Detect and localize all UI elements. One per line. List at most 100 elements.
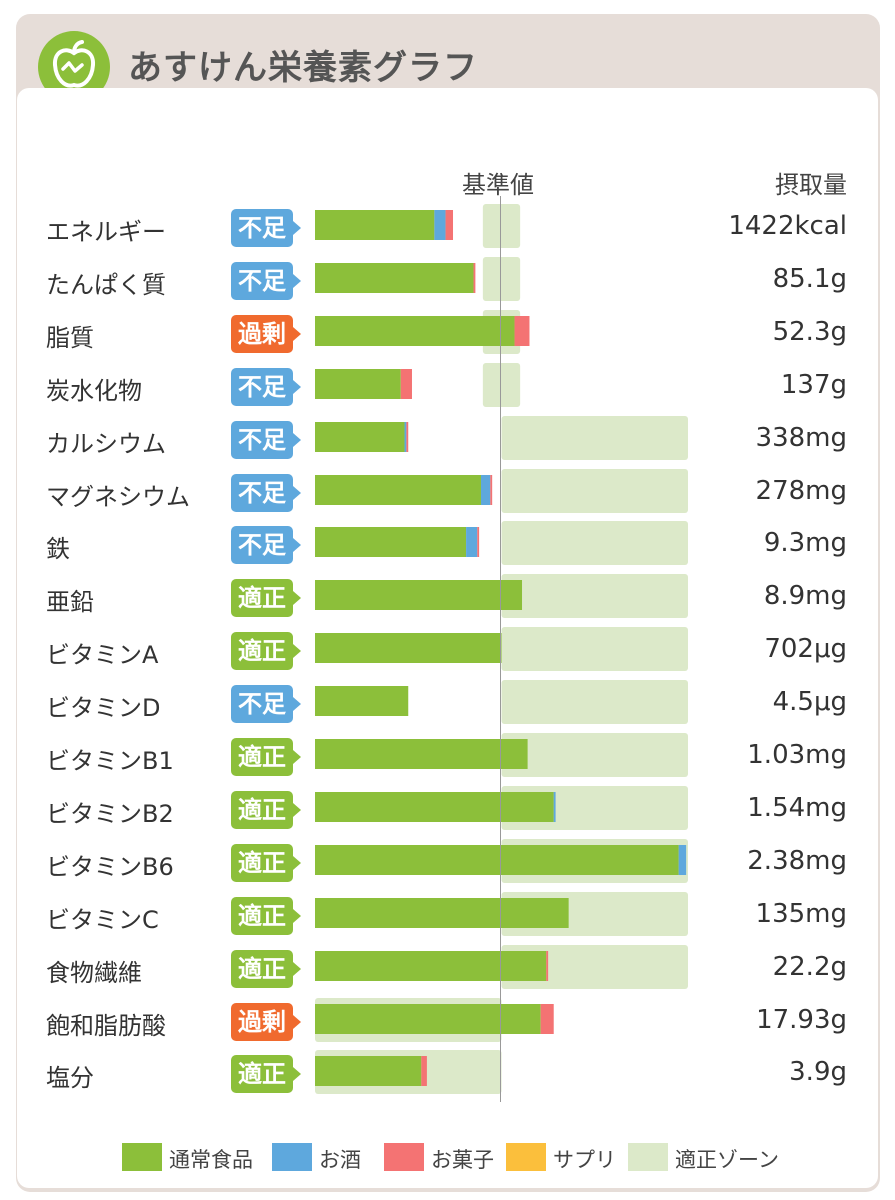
intake-value: 52.3g (772, 316, 847, 347)
intake-value: 3.9g (789, 1057, 847, 1088)
nutrient-bar-chart (315, 680, 688, 725)
nutrient-row: 鉄 不足 9.3mg (0, 517, 895, 570)
nutrient-label: たんぱく質 (46, 270, 166, 299)
nutrient-row: 塩分 適正 3.9g (0, 1046, 895, 1099)
legend-swatch (384, 1143, 424, 1171)
intake-value: 702μg (764, 634, 847, 665)
legend-swatch (628, 1143, 668, 1171)
status-badge: 適正 (231, 896, 301, 935)
bar-segment-normal (315, 1003, 541, 1034)
intake-value: 9.3mg (763, 528, 847, 559)
bar-segment-sweets (473, 262, 476, 293)
bar-segment-alcohol (404, 421, 407, 452)
nutrient-row: マグネシウム 不足 278mg (0, 465, 895, 518)
intake-value: 338mg (755, 422, 847, 453)
bar-segment-normal (315, 527, 467, 558)
optimal-zone (482, 256, 521, 301)
bar-segment-normal (315, 950, 547, 981)
status-badge: 適正 (231, 738, 301, 776)
nutrient-row: 炭水化物 不足 137g (0, 359, 895, 412)
bar-segment-normal (315, 580, 523, 611)
nutrient-bar-chart (315, 309, 530, 354)
intake-value: 4.5μg (772, 687, 847, 718)
nutrient-row: ビタミンB6 適正 2.38mg (0, 835, 895, 888)
bar-segment-normal (315, 421, 405, 452)
nutrient-bar-chart (315, 838, 688, 883)
status-badge: 適正 (231, 790, 301, 829)
intake-value: 22.2g (772, 951, 847, 982)
bar-segment-normal (315, 791, 554, 822)
nutrient-label: 鉄 (46, 535, 70, 564)
nutrient-row: ビタミンB2 適正 1.54mg (0, 782, 895, 835)
intake-value: 278mg (755, 475, 847, 506)
legend-label: 通常食品 (169, 1148, 253, 1172)
nutrient-bar-chart (315, 891, 688, 936)
status-badge: 適正 (231, 579, 301, 618)
optimal-zone (482, 362, 521, 407)
legend-label: 適正ゾーン (675, 1148, 779, 1172)
bar-segment-normal (315, 686, 409, 717)
intake-value: 1422kcal (728, 211, 847, 241)
nutrient-bar-chart (315, 468, 688, 513)
nutrient-label: ビタミンA (46, 641, 159, 670)
bar-segment-sweets (490, 474, 493, 505)
nutrient-label: 亜鉛 (46, 588, 94, 617)
status-badge: 不足 (231, 209, 301, 247)
status-badge: 適正 (231, 1055, 301, 1094)
status-badge: 不足 (231, 367, 301, 406)
optimal-zone (501, 415, 688, 460)
intake-value: 17.93g (756, 1004, 847, 1035)
app-title: あすけん栄養素グラフ (128, 48, 478, 88)
nutrient-row: カルシウム 不足 338mg (0, 412, 895, 465)
nutrient-bar-chart (315, 521, 688, 566)
bar-segment-normal (315, 739, 528, 769)
nutrient-label: 飽和脂肪酸 (46, 1011, 166, 1040)
nutrient-bar-chart (315, 997, 554, 1042)
optimal-zone (501, 733, 688, 777)
bar-segment-sweets (445, 210, 454, 240)
status-badge: 適正 (231, 632, 301, 671)
bar-segment-normal (315, 897, 569, 928)
bar-segment-normal (315, 315, 515, 346)
nutrient-bar-chart (315, 204, 521, 248)
intake-value: 1.54mg (747, 792, 847, 823)
nutrient-label: ビタミンD (46, 694, 161, 723)
status-badge: 不足 (231, 261, 301, 300)
nutrient-row: 食物繊維 適正 22.2g (0, 941, 895, 994)
nutrient-row: たんぱく質 不足 85.1g (0, 253, 895, 306)
intake-value: 135mg (755, 898, 847, 929)
nutrient-row: 亜鉛 適正 8.9mg (0, 570, 895, 623)
nutrient-bar-chart (315, 785, 688, 830)
nutrient-row: 飽和脂肪酸 過剰 17.93g (0, 994, 895, 1047)
nutrient-label: マグネシウム (46, 482, 190, 511)
nutrient-row: ビタミンA 適正 702μg (0, 623, 895, 676)
bar-segment-normal (315, 368, 401, 399)
nutrient-bar-chart (315, 362, 521, 407)
intake-value: 85.1g (772, 263, 847, 294)
nutrient-row: ビタミンD 不足 4.5μg (0, 676, 895, 729)
bar-segment-normal (315, 262, 474, 293)
bar-segment-alcohol (480, 474, 491, 505)
status-badge: 不足 (231, 685, 301, 724)
status-badge: 適正 (231, 843, 301, 882)
nutrient-bar-chart (315, 1050, 502, 1095)
nutrient-bar-chart (315, 944, 688, 989)
nutrient-label: 脂質 (46, 323, 94, 352)
nutrient-row: エネルギー 不足 1422kcal (0, 200, 895, 253)
intake-value: 2.38mg (747, 845, 847, 876)
reference-header: 基準値 (462, 171, 534, 199)
optimal-zone (501, 468, 688, 513)
nutrient-bar-chart (315, 627, 688, 672)
nutrient-row: ビタミンB1 適正 1.03mg (0, 729, 895, 782)
bar-segment-normal (315, 844, 679, 875)
bar-segment-alcohol (678, 844, 687, 875)
status-badge: 不足 (231, 420, 301, 459)
legend-label: お菓子 (431, 1148, 494, 1172)
nutrient-bar-chart (315, 256, 521, 301)
nutrient-row: 脂質 過剰 52.3g (0, 306, 895, 359)
optimal-zone (501, 574, 688, 619)
intake-value: 137g (780, 369, 847, 400)
bar-segment-normal (315, 633, 502, 664)
status-badge: 過剰 (231, 1002, 301, 1041)
nutrient-label: ビタミンB2 (46, 799, 174, 828)
